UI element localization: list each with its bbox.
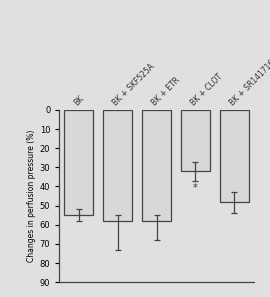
Text: BK: BK	[72, 93, 86, 107]
Text: BK + ETR: BK + ETR	[150, 75, 182, 107]
Bar	[103, 110, 132, 221]
Text: BK + SKF525A: BK + SKF525A	[111, 61, 157, 107]
Bar	[181, 110, 210, 171]
Bar	[64, 110, 93, 215]
Y-axis label: Changes in perfusion pressure (%): Changes in perfusion pressure (%)	[26, 130, 36, 262]
Text: BK + CLOT: BK + CLOT	[189, 72, 224, 107]
Bar	[220, 110, 249, 202]
Bar	[142, 110, 171, 221]
Text: *: *	[193, 183, 198, 193]
Text: BK + SR141716A: BK + SR141716A	[228, 54, 270, 107]
